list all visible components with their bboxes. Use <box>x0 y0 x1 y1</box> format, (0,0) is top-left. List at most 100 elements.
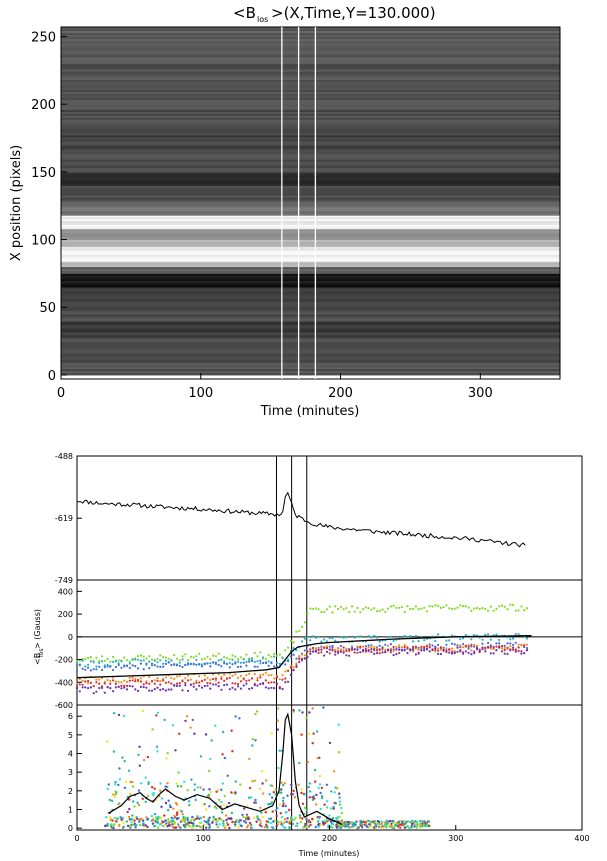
variance-point <box>164 785 167 788</box>
heatmap-band <box>61 353 560 357</box>
variance-point <box>122 714 126 718</box>
blos-point <box>148 682 151 685</box>
blos-point <box>98 686 101 690</box>
blos-point <box>264 679 267 682</box>
blos-point <box>511 643 515 647</box>
variance-point <box>295 824 298 828</box>
heatmap-x-tick-label: 300 <box>468 386 493 401</box>
blos-point <box>450 634 454 637</box>
blos-point <box>525 637 529 640</box>
variance-point <box>118 778 122 781</box>
blos-point <box>378 609 381 612</box>
heatmap-band <box>61 177 560 181</box>
variance-point <box>152 794 155 797</box>
blos-point <box>456 644 459 647</box>
blos-point <box>439 648 442 651</box>
blos-point <box>420 607 423 610</box>
variance-point <box>281 799 285 803</box>
variance-point <box>258 787 261 790</box>
variance-point <box>303 806 307 810</box>
blos-point <box>259 673 262 677</box>
variance-point <box>254 801 258 804</box>
blos-point <box>178 684 181 687</box>
heatmap-band <box>61 235 560 238</box>
blos-point <box>192 685 195 688</box>
blos-point <box>387 607 390 610</box>
blos-point <box>245 664 248 667</box>
blos-point <box>220 665 223 668</box>
blos-point <box>220 675 223 679</box>
heatmap-band <box>61 111 560 115</box>
blos-point <box>284 649 287 652</box>
blos-point <box>334 639 337 642</box>
blos-point <box>125 664 129 667</box>
variance-point <box>373 821 376 824</box>
blos-point <box>406 651 409 655</box>
blos-y-title-main: <B <box>33 653 42 665</box>
blos-point <box>195 681 198 684</box>
variance-point <box>114 817 117 820</box>
blos-point <box>342 636 345 639</box>
variance-point <box>285 820 288 823</box>
blos-point <box>459 604 462 607</box>
variance-point <box>283 782 287 785</box>
heatmap-band <box>61 55 560 58</box>
blos-point <box>145 686 148 689</box>
variance-point <box>154 816 158 819</box>
blos-point <box>87 682 90 685</box>
blos-point <box>345 654 348 657</box>
blos-point <box>400 646 404 649</box>
blos-point <box>162 662 165 665</box>
blos-point <box>117 663 120 667</box>
variance-point <box>220 800 223 804</box>
blos-point <box>398 651 401 655</box>
heatmap-band <box>61 271 560 274</box>
variance-point <box>276 820 279 823</box>
variance-x-tick-label: 300 <box>448 834 463 843</box>
heatmap-band <box>61 264 560 268</box>
variance-point <box>300 733 303 736</box>
heatmap-band <box>61 85 560 89</box>
blos-y-tick-label: -400 <box>55 678 73 687</box>
heatmap-band <box>61 61 560 65</box>
heatmap-band <box>61 363 560 366</box>
variance-point <box>314 825 317 829</box>
variance-point <box>227 801 231 805</box>
blos-point <box>414 647 417 650</box>
blos-point <box>173 654 176 657</box>
variance-point <box>163 718 166 722</box>
variance-point <box>245 826 249 829</box>
blos-point <box>306 656 309 659</box>
heatmap-band <box>61 119 560 123</box>
variance-point <box>117 783 120 787</box>
blos-point <box>117 685 120 688</box>
variance-point <box>203 820 206 823</box>
variance-point <box>388 825 391 828</box>
heatmap-title-rest: >(X,Time,Y=130.000) <box>271 4 436 22</box>
blos-point <box>81 667 84 670</box>
blos-point <box>375 647 379 650</box>
blos-point <box>306 612 309 615</box>
variance-point <box>147 781 150 784</box>
variance-point <box>282 802 285 805</box>
blos-y-tick-label: -600 <box>55 701 73 710</box>
blos-point <box>284 677 287 680</box>
blos-point <box>334 650 337 653</box>
variance-point <box>225 818 228 822</box>
variance-point <box>144 776 147 779</box>
blos-point <box>234 688 237 691</box>
blos-point <box>259 682 262 686</box>
blos-point <box>337 647 340 650</box>
variance-point <box>328 814 331 817</box>
variance-point <box>204 733 208 736</box>
variance-point <box>217 798 221 802</box>
variance-point <box>117 803 120 806</box>
blos-point <box>275 665 279 668</box>
blos-point <box>445 649 448 652</box>
variance-point <box>167 820 170 823</box>
blos-point <box>509 642 512 645</box>
heatmap-x-tick-label: 100 <box>188 386 213 401</box>
variance-point <box>183 780 186 783</box>
variance-point <box>278 803 282 806</box>
blos-point <box>306 636 309 639</box>
